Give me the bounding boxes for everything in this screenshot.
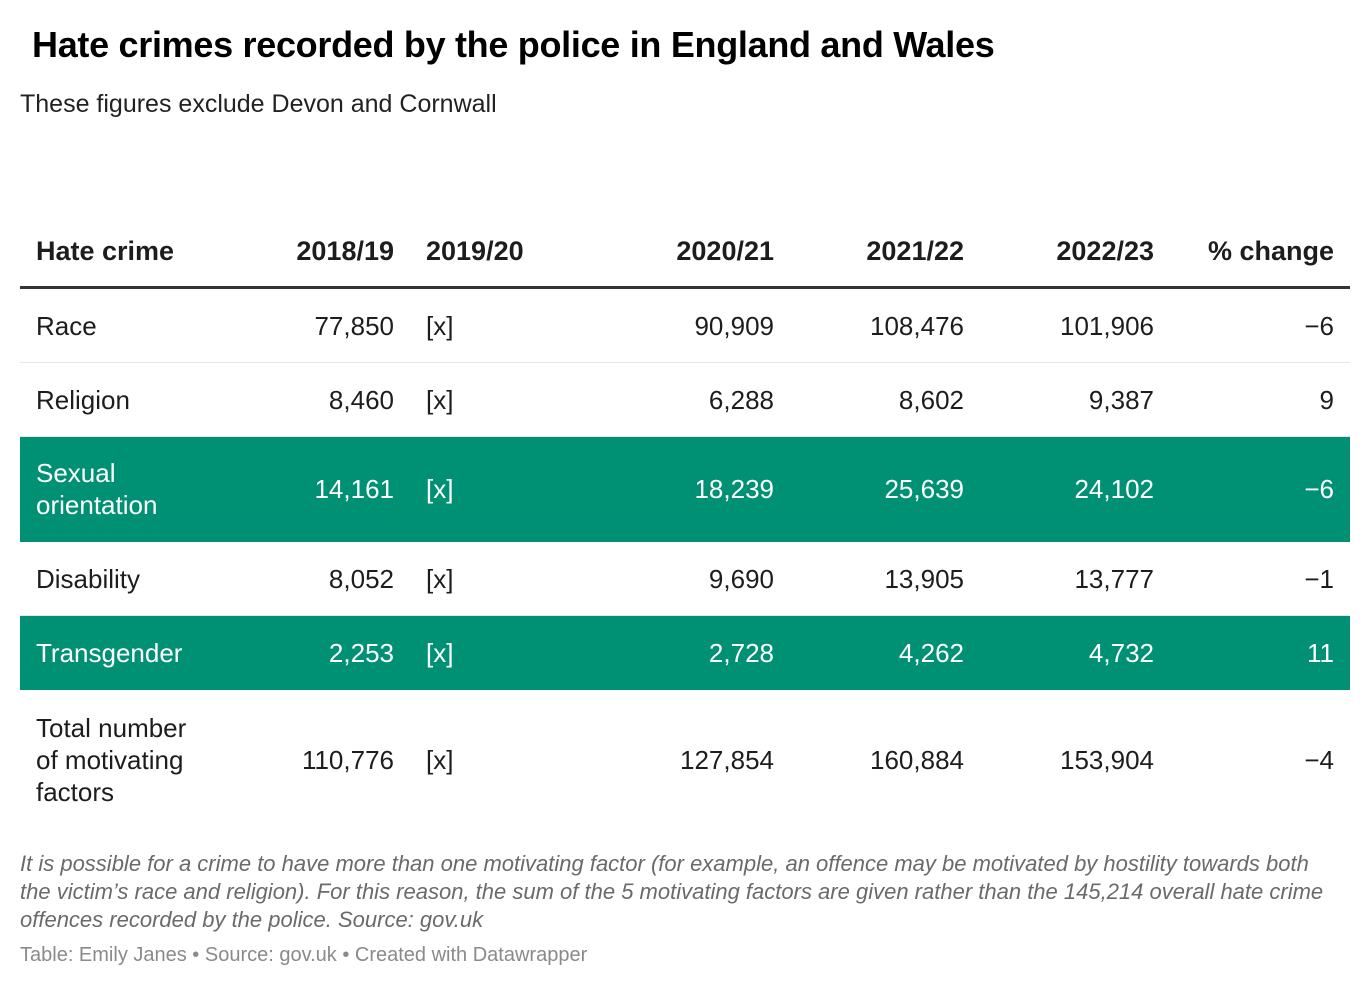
table-notes: It is possible for a crime to have more … (20, 851, 1324, 932)
row-label: Total number of motivating factors (36, 713, 187, 807)
cell-2019-20: [x] (410, 615, 600, 690)
cell-2021-22: 4,262 (790, 615, 980, 690)
column-header-2020-21[interactable]: 2020/21 (600, 168, 790, 289)
cell-2021-22: 8,602 (790, 362, 980, 437)
cell-pct-change: −6 (1170, 436, 1350, 542)
cell-2019-20: [x] (410, 287, 600, 363)
table-row-total: Total number of motivating factors 110,77… (20, 690, 1350, 831)
cell-2019-20: [x] (410, 362, 600, 437)
column-header-2021-22[interactable]: 2021/22 (790, 168, 980, 289)
cell-2019-20: [x] (426, 745, 454, 775)
cell-2020-21: 2,728 (600, 615, 790, 690)
cell-2022-23: 4,732 (980, 615, 1170, 690)
table-row-race: Race 77,850 [x] 90,909 108,476 101,906 −6 (20, 287, 1350, 363)
table-row-disability: Disability 8,052 [x] 9,690 13,905 13,777 −1 (20, 541, 1350, 616)
cell-2021-22: 25,639 (790, 436, 980, 542)
cell-2018-19: 8,052 (220, 541, 410, 616)
cell-2018-19: 77,850 (220, 287, 410, 363)
cell-2018-19: 14,161 (220, 436, 410, 542)
table-row-religion: Religion 8,460 [x] 6,288 8,602 9,387 9 (20, 362, 1350, 437)
column-header-2022-23[interactable]: 2022/23 (980, 168, 1170, 289)
cell-2019-20: [x] (410, 541, 600, 616)
column-header-hate-crime[interactable]: Hate crime (20, 168, 220, 289)
cell-2022-23: 9,387 (980, 362, 1170, 437)
row-label: Transgender (20, 615, 220, 690)
cell-2020-21: 9,690 (600, 541, 790, 616)
cell-pct-change: 9 (1170, 362, 1350, 437)
chart-subtitle: These figures exclude Devon and Cornwall (20, 90, 497, 118)
cell-2020-21: 90,909 (600, 287, 790, 363)
cell-pct-change: −1 (1170, 541, 1350, 616)
table-row-sexual-orientation: Sexual orientation 14,161 [x] 18,239 25,639 2… (20, 436, 1350, 542)
row-label: Sexual orientation (20, 436, 220, 542)
cell-2019-20: [x] (410, 436, 600, 542)
cell-2018-19: 110,776 (301, 745, 394, 775)
cell-2021-22: 13,905 (790, 541, 980, 616)
cell-pct-change: 11 (1170, 615, 1350, 690)
row-label: Disability (20, 541, 220, 616)
table-row-transgender: Transgender 2,253 [x] 2,728 4,262 4,732 11 (20, 615, 1350, 690)
row-label: Religion (20, 362, 220, 437)
cell-2020-21: 127,854 (680, 745, 774, 775)
hate-crime-table: Hate crime 2018/19 2019/20 2020/21 2021/… (20, 168, 1350, 830)
chart-title: Hate crimes recorded by the police in En… (32, 24, 995, 65)
table-byline: Table: Emily Janes • Source: gov.uk • Cr… (20, 944, 588, 966)
row-label: Race (20, 287, 220, 363)
table-header-row: Hate crime 2018/19 2019/20 2020/21 2021/… (20, 168, 1350, 289)
cell-2022-23: 101,906 (980, 287, 1170, 363)
cell-2020-21: 6,288 (600, 362, 790, 437)
column-header-2019-20[interactable]: 2019/20 (410, 168, 600, 289)
cell-2022-23: 13,777 (980, 541, 1170, 616)
cell-2022-23: 24,102 (980, 436, 1170, 542)
cell-2020-21: 18,239 (600, 436, 790, 542)
cell-2018-19: 8,460 (220, 362, 410, 437)
cell-2022-23: 153,904 (1060, 745, 1154, 775)
cell-pct-change: −4 (1304, 745, 1334, 775)
column-header-2018-19[interactable]: 2018/19 (220, 168, 410, 289)
cell-2021-22: 108,476 (790, 287, 980, 363)
cell-2021-22: 160,884 (870, 745, 964, 775)
cell-pct-change: −6 (1170, 287, 1350, 363)
column-header-pct-change[interactable]: % change (1170, 168, 1350, 289)
cell-2018-19: 2,253 (220, 615, 410, 690)
